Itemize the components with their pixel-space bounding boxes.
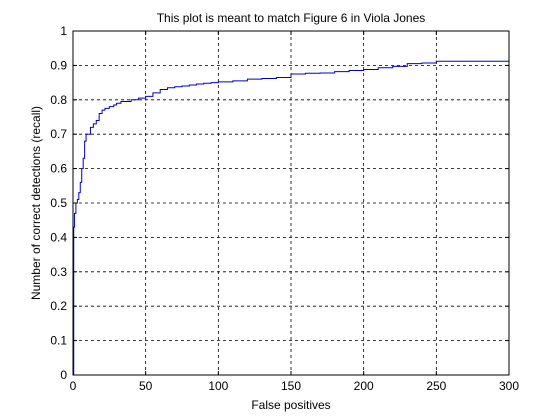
y-tick-label: 0.4 — [50, 230, 67, 244]
y-tick-label: 0 — [60, 368, 67, 382]
y-tick-label: 1 — [60, 24, 67, 38]
y-axis-label: Number of correct detections (recall) — [29, 106, 43, 300]
y-tick-label: 0.3 — [50, 265, 67, 279]
x-tick-label: 0 — [70, 379, 77, 393]
x-tick-label: 50 — [139, 379, 153, 393]
x-tick-label: 150 — [281, 379, 301, 393]
y-tick-label: 0.1 — [50, 334, 67, 348]
y-tick-label: 0.6 — [50, 162, 67, 176]
y-tick-label: 0.5 — [50, 196, 67, 210]
chart-title: This plot is meant to match Figure 6 in … — [157, 11, 426, 25]
x-tick-label: 100 — [208, 379, 228, 393]
y-tick-label: 0.9 — [50, 58, 67, 72]
y-tick-label: 0.8 — [50, 93, 67, 107]
y-tick-label: 0.2 — [50, 299, 67, 313]
recall-curve-line — [73, 60, 509, 376]
y-tick-label: 0.7 — [50, 127, 67, 141]
series-layer — [73, 60, 509, 376]
grid-layer — [73, 31, 509, 375]
x-tick-label: 200 — [354, 379, 374, 393]
x-tick-label: 250 — [426, 379, 446, 393]
x-axis-label: False positives — [251, 398, 330, 412]
x-tick-label: 300 — [499, 379, 519, 393]
ticks-layer: 0 50 100 150 200 250 300 0 0.1 0.2 0.3 0.4 0.5 0.6 0.7… — [50, 24, 519, 393]
